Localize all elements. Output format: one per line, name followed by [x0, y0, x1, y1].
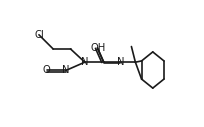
Text: O: O: [43, 66, 51, 75]
Text: N: N: [117, 57, 124, 67]
Text: Cl: Cl: [34, 30, 44, 40]
Text: N: N: [62, 66, 70, 75]
Text: OH: OH: [91, 43, 106, 53]
Text: N: N: [81, 57, 89, 67]
